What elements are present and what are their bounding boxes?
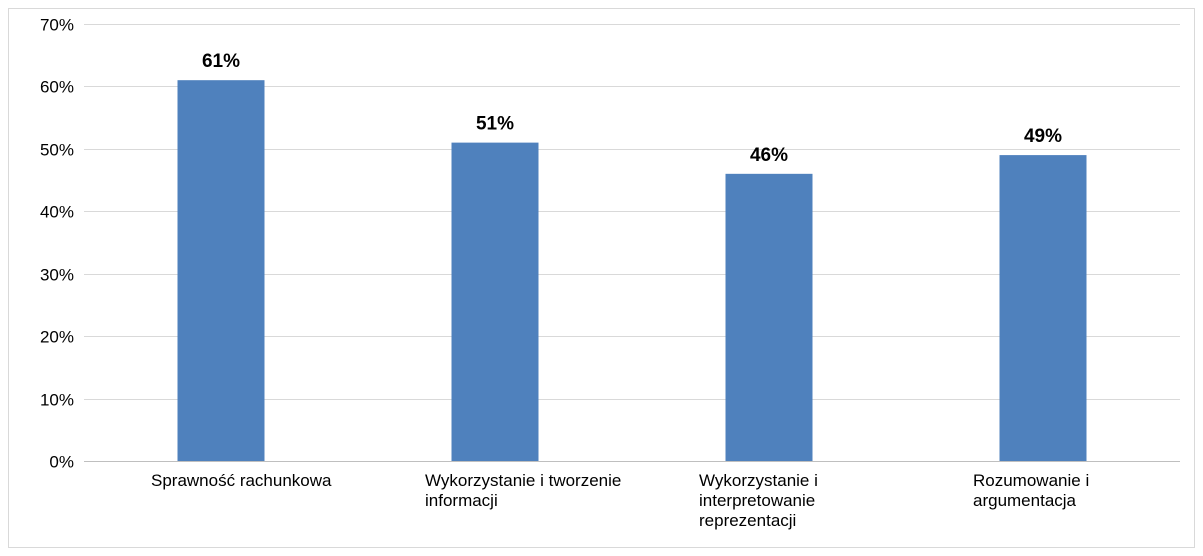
category-label: Wykorzystanie i tworzenie informacji	[425, 471, 621, 510]
data-label: 46%	[750, 145, 788, 166]
y-axis-ticks: 0% 10% 20% 30% 40% 50% 60% 70%	[40, 16, 74, 472]
y-tick-label: 70%	[40, 16, 74, 35]
bar	[999, 155, 1087, 461]
y-tick-label: 20%	[40, 328, 74, 347]
category-label-line: Sprawność rachunkowa	[151, 471, 332, 490]
bar	[177, 80, 265, 461]
category-label: Rozumowanie i argumentacja	[973, 471, 1089, 510]
category-label-line: argumentacja	[973, 491, 1077, 510]
y-tick-label: 50%	[40, 141, 74, 160]
bar	[725, 173, 813, 462]
data-label: 51%	[476, 114, 514, 135]
x-axis-categories: Sprawność rachunkowa Wykorzystanie i twor…	[151, 471, 1089, 530]
category-label-line: interpretowanie	[699, 491, 815, 510]
y-tick-label: 30%	[40, 266, 74, 285]
category-label-line: reprezentacji	[699, 511, 796, 530]
bars	[177, 80, 1087, 462]
y-tick-label: 60%	[40, 78, 74, 97]
category-label: Wykorzystanie i interpretowanie reprezenta…	[699, 471, 818, 530]
data-label: 61%	[202, 51, 240, 72]
category-label-line: Wykorzystanie i tworzenie	[425, 471, 621, 490]
y-tick-label: 40%	[40, 203, 74, 222]
category-label-line: informacji	[425, 491, 498, 510]
data-label: 49%	[1024, 126, 1062, 147]
y-tick-label: 0%	[49, 453, 74, 472]
gridlines	[84, 24, 1180, 462]
data-labels: 61% 51% 46% 49%	[202, 51, 1062, 166]
category-label-line: Wykorzystanie i	[699, 471, 818, 490]
category-label-line: Rozumowanie i	[973, 471, 1089, 490]
category-label: Sprawność rachunkowa	[151, 471, 332, 490]
y-tick-label: 10%	[40, 391, 74, 410]
bar	[451, 142, 539, 461]
